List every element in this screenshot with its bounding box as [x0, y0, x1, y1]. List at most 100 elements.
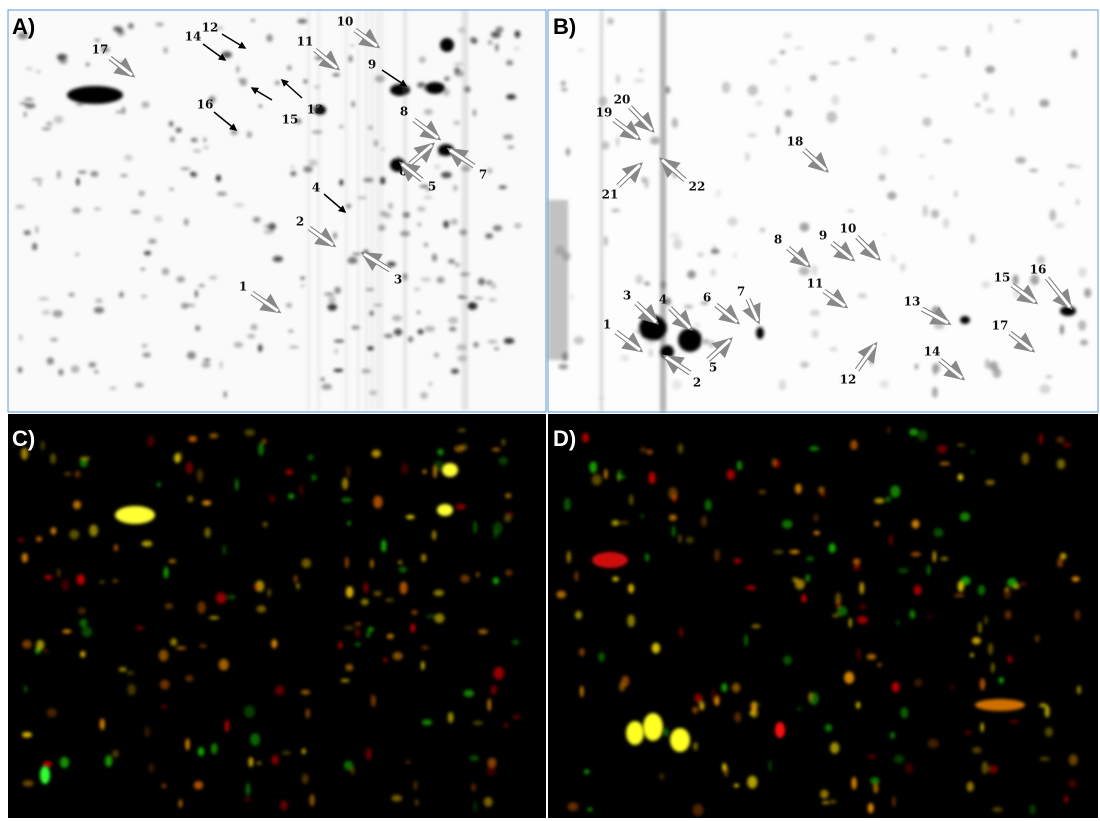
spot — [812, 265, 818, 276]
spot — [914, 585, 922, 595]
spot — [629, 494, 633, 505]
spot — [419, 56, 426, 63]
spot — [417, 329, 424, 334]
spot — [627, 614, 635, 627]
spot — [965, 731, 972, 735]
spot — [57, 171, 61, 179]
spot — [514, 48, 520, 50]
streak — [308, 10, 310, 410]
spot — [493, 225, 502, 231]
spot — [411, 623, 416, 632]
streak — [465, 10, 467, 410]
spot — [670, 232, 681, 239]
spot — [618, 469, 622, 481]
spot — [972, 747, 981, 753]
spot — [50, 338, 58, 342]
spot — [1066, 164, 1074, 168]
spot — [938, 47, 948, 50]
spot — [170, 638, 177, 646]
spot — [406, 515, 415, 519]
spot — [678, 328, 702, 352]
spot — [1063, 442, 1071, 447]
spot — [760, 228, 766, 233]
spot — [665, 86, 670, 94]
spot — [417, 223, 421, 226]
spot — [515, 223, 522, 228]
spot — [141, 268, 145, 270]
spot — [873, 783, 878, 793]
spot — [1029, 804, 1036, 814]
spot-label: 12 — [202, 21, 219, 35]
spot — [975, 699, 1025, 711]
spot — [746, 585, 756, 590]
spot — [621, 355, 630, 362]
spot — [799, 267, 810, 276]
spot — [75, 253, 79, 257]
spot — [639, 69, 643, 72]
spot — [981, 281, 990, 288]
spot — [999, 677, 1004, 684]
spot-label: 8 — [400, 105, 408, 119]
spot — [877, 663, 882, 667]
spot — [556, 591, 566, 599]
spot — [73, 500, 81, 509]
spot — [119, 292, 124, 298]
spot — [820, 790, 828, 799]
spot — [426, 614, 437, 619]
spot — [244, 798, 250, 802]
spot — [328, 296, 336, 304]
spot — [648, 472, 655, 484]
spot — [611, 209, 620, 212]
spot — [958, 474, 964, 481]
spot — [933, 551, 936, 563]
spot — [993, 368, 1002, 378]
spot — [506, 94, 516, 100]
spot — [436, 276, 444, 283]
spot — [795, 484, 802, 494]
spot — [476, 572, 479, 577]
spot — [71, 366, 80, 373]
spot — [24, 230, 31, 235]
spot-label: 16 — [1030, 263, 1047, 277]
spot — [269, 495, 275, 503]
spot — [727, 469, 736, 479]
spot — [280, 800, 288, 810]
spot — [355, 622, 362, 625]
spot — [438, 449, 444, 456]
spot-label: 7 — [737, 285, 745, 299]
spot — [142, 343, 148, 348]
spot — [853, 558, 860, 565]
spot — [248, 757, 253, 767]
spot — [131, 210, 141, 214]
spot — [937, 445, 947, 454]
spot — [348, 55, 352, 62]
spot — [711, 249, 720, 254]
spot — [209, 616, 219, 619]
spot — [169, 188, 174, 190]
spot — [865, 34, 875, 42]
spot — [810, 310, 820, 316]
spot — [346, 466, 350, 478]
spot — [263, 522, 268, 527]
spot-label: 12 — [840, 373, 857, 387]
spot — [286, 303, 292, 308]
spot — [258, 344, 262, 352]
spot — [503, 134, 514, 139]
spot — [256, 605, 266, 612]
spot-label: 18 — [787, 135, 804, 149]
spot — [301, 690, 310, 695]
spot-label: 14 — [924, 345, 941, 359]
spot — [209, 276, 217, 280]
spot — [814, 514, 819, 522]
spot — [703, 339, 710, 345]
spot — [454, 121, 460, 125]
spot — [294, 575, 298, 583]
spot — [417, 207, 425, 212]
spot — [32, 178, 43, 181]
spot — [686, 537, 694, 544]
spot — [220, 361, 223, 369]
spot — [209, 433, 218, 438]
spot-label: 17 — [992, 319, 1009, 333]
spot — [68, 293, 74, 297]
spot — [478, 278, 486, 285]
